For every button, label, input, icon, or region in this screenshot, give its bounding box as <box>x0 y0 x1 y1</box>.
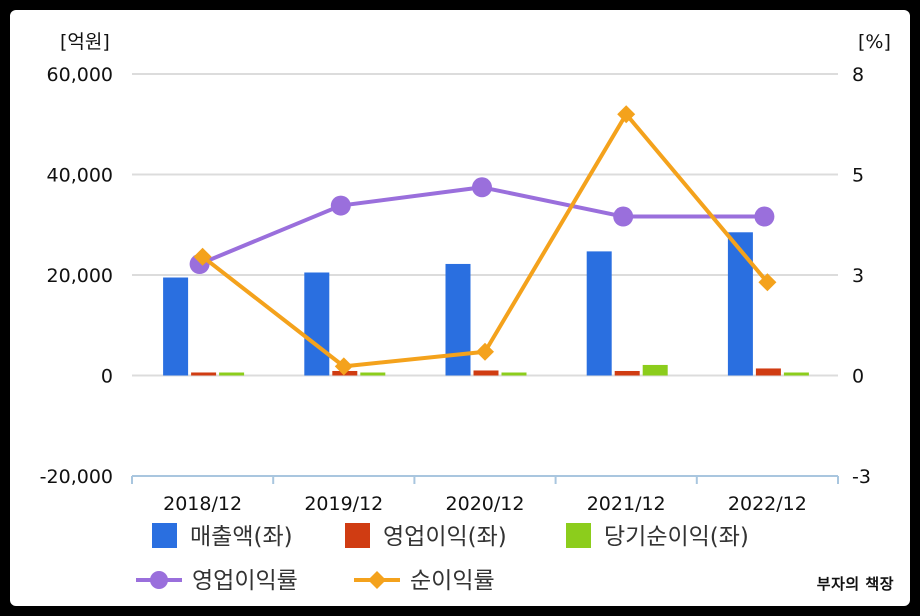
line-point <box>754 206 775 227</box>
line-point <box>472 177 492 198</box>
axes: [억원] [%] 60,000 40,000 20,000 0 -20,000 8 5 3 0 -… <box>40 31 891 515</box>
series-line <box>198 185 765 266</box>
bar <box>473 370 499 376</box>
bar <box>445 263 471 376</box>
x-tick-label: 2020/12 <box>446 493 525 515</box>
right-tick-label: 5 <box>852 165 864 187</box>
combo-chart: [억원] [%] 60,000 40,000 20,000 0 -20,000 8 5 3 0 -… <box>40 31 891 594</box>
line-point <box>193 247 212 266</box>
line-point <box>613 206 634 227</box>
bar <box>586 251 612 376</box>
legend-marker <box>368 571 386 589</box>
left-tick-label: 40,000 <box>47 165 113 187</box>
left-tick-label: 0 <box>101 366 113 388</box>
line-series-group <box>189 105 777 376</box>
bar <box>163 277 189 376</box>
right-axis-unit-label: [%] <box>858 31 891 53</box>
x-tick-label: 2019/12 <box>304 493 383 515</box>
bar <box>191 372 217 376</box>
bar <box>304 272 330 376</box>
left-tick-label: 20,000 <box>47 265 113 287</box>
bar <box>360 372 386 376</box>
legend-swatch <box>345 523 370 548</box>
watermark-text: 부자의 책장 <box>816 575 894 593</box>
bar <box>755 368 781 376</box>
x-tick-label: 2021/12 <box>587 493 666 515</box>
series-line <box>201 112 769 369</box>
legend-marker <box>150 571 168 589</box>
bar <box>727 232 753 376</box>
legend-label: 당기순이익(좌) <box>604 524 749 550</box>
line-point <box>758 273 777 292</box>
line-point <box>476 342 494 361</box>
chart-frame: [억원] [%] 60,000 40,000 20,000 0 -20,000 8 5 3 0 -… <box>10 10 910 606</box>
bar-series-group <box>163 232 809 376</box>
left-tick-label: -20,000 <box>40 466 113 488</box>
bar <box>501 372 527 376</box>
bar <box>219 372 245 376</box>
right-tick-label: -3 <box>852 466 871 488</box>
right-tick-label: 8 <box>852 64 864 86</box>
right-tick-label: 3 <box>852 265 864 287</box>
line-point <box>617 105 636 124</box>
x-tick-label: 2022/12 <box>728 493 807 515</box>
legend-swatch <box>566 523 591 548</box>
legend-swatch <box>152 523 177 548</box>
legend-label: 영업이익(좌) <box>383 524 507 550</box>
legend-label: 순이익률 <box>410 568 495 594</box>
bar <box>614 370 640 376</box>
line-point <box>334 357 353 376</box>
right-tick-label: 0 <box>852 366 864 388</box>
left-tick-label: 60,000 <box>47 64 113 86</box>
legend-label: 매출액(좌) <box>190 524 293 550</box>
legend-label: 영업이익률 <box>192 568 298 594</box>
left-axis-unit-label: [억원] <box>60 31 110 53</box>
x-tick-label: 2018/12 <box>163 493 242 515</box>
legend: 매출액(좌) 영업이익(좌) 당기순이익(좌) 영업이익률 순이익률 <box>136 523 749 594</box>
bar <box>642 364 668 376</box>
bar <box>783 372 809 376</box>
line-point <box>330 195 351 216</box>
